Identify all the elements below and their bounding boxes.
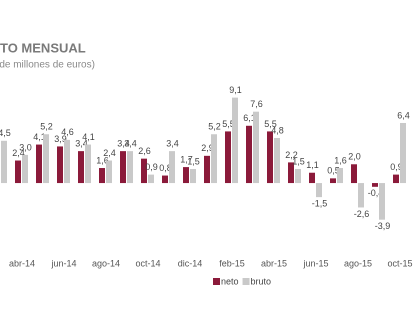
value-label: 6,1 <box>243 113 256 123</box>
bar <box>274 137 280 184</box>
bar <box>393 174 399 184</box>
bar <box>127 151 133 184</box>
value-label: 1,5 <box>292 156 305 166</box>
legend-label: bruto <box>251 276 272 286</box>
value-label: -2,6 <box>354 209 370 219</box>
x-tick-label: abr-15 <box>261 258 287 268</box>
bar <box>211 134 217 184</box>
bar <box>288 162 294 184</box>
value-label: 3,0 <box>19 142 32 152</box>
legend-swatch <box>213 278 220 285</box>
value-label: 2,6 <box>138 146 151 156</box>
x-tick-label: abr-14 <box>9 258 35 268</box>
bar <box>400 122 406 184</box>
value-label: 5,2 <box>208 122 221 132</box>
bar <box>330 178 336 184</box>
legend-label: neto <box>221 276 239 286</box>
bar <box>120 151 126 184</box>
value-label: 2,0 <box>348 152 361 162</box>
bar <box>85 144 91 184</box>
value-label: 2,9 <box>201 143 214 153</box>
bar <box>190 168 196 184</box>
bar <box>372 183 378 187</box>
x-tick-label: oct-14 <box>135 258 160 268</box>
value-label: 3,4 <box>117 139 130 149</box>
bar <box>64 139 70 184</box>
x-tick-label: feb-15 <box>219 258 245 268</box>
value-label: 1,6 <box>96 155 109 165</box>
value-label: 1,6 <box>334 155 347 165</box>
bar <box>36 144 42 184</box>
bar <box>232 97 238 184</box>
bar <box>267 131 273 184</box>
value-label: 0,8 <box>159 163 172 173</box>
value-label: 5,2 <box>40 122 53 132</box>
value-label: 9,1 <box>229 85 242 95</box>
value-label: 3,4 <box>166 139 179 149</box>
value-label: 3,9 <box>54 134 67 144</box>
bar <box>15 160 21 184</box>
x-tick-label: dic-14 <box>178 258 203 268</box>
x-tick-label: ago-15 <box>344 258 372 268</box>
bar <box>351 164 357 184</box>
value-label: 5,5 <box>264 119 277 129</box>
value-label: 4,6 <box>61 127 74 137</box>
bar <box>57 146 63 184</box>
bar <box>22 154 28 184</box>
value-label: 0,5 <box>327 166 340 176</box>
x-tick-label: jun-15 <box>302 258 328 268</box>
bar <box>148 174 154 184</box>
value-label: 1,5 <box>187 156 200 166</box>
value-label: 0,9 <box>390 162 403 172</box>
value-label: 2,4 <box>103 148 116 158</box>
x-tick-label: ago-14 <box>92 258 120 268</box>
value-label: 7,6 <box>250 99 263 109</box>
bar <box>253 111 259 184</box>
value-label: -1,5 <box>312 199 328 209</box>
value-label: 1,1 <box>306 160 319 170</box>
value-label: 4,1 <box>33 132 46 142</box>
bar <box>358 183 364 208</box>
bar <box>379 183 385 220</box>
value-label: 2,4 <box>12 148 25 158</box>
bar <box>162 175 168 184</box>
bar <box>43 134 49 184</box>
value-label: 0,9 <box>145 162 158 172</box>
bar <box>169 151 175 184</box>
value-label: 5,5 <box>222 119 235 129</box>
bar <box>78 151 84 184</box>
value-label: 6,4 <box>397 110 410 120</box>
value-label: 3,4 <box>75 139 88 149</box>
bar <box>1 140 7 184</box>
bar <box>309 172 315 184</box>
bar <box>225 131 231 184</box>
bar <box>106 160 112 184</box>
value-label: 4,8 <box>271 125 284 135</box>
bar <box>99 168 105 184</box>
bar <box>204 155 210 184</box>
bar <box>183 167 189 184</box>
chart-subtitle: (de millones de euros) <box>0 60 95 71</box>
value-label: -0,4 <box>368 188 384 198</box>
x-tick-label: jun-14 <box>50 258 76 268</box>
value-label: 1,7 <box>180 154 193 164</box>
chart-title: TO MENSUAL <box>0 40 86 55</box>
bar <box>337 168 343 184</box>
value-label: 3,4 <box>124 139 137 149</box>
value-label: -3,9 <box>375 221 391 231</box>
bar <box>316 183 322 198</box>
value-label: 4,5 <box>0 128 11 138</box>
legend-swatch <box>242 278 250 285</box>
bar <box>295 168 301 184</box>
bar <box>246 125 252 184</box>
x-tick-label: oct-15 <box>387 258 412 268</box>
bar <box>141 158 147 184</box>
value-label: 4,1 <box>82 132 95 142</box>
value-label: 2,2 <box>285 150 298 160</box>
